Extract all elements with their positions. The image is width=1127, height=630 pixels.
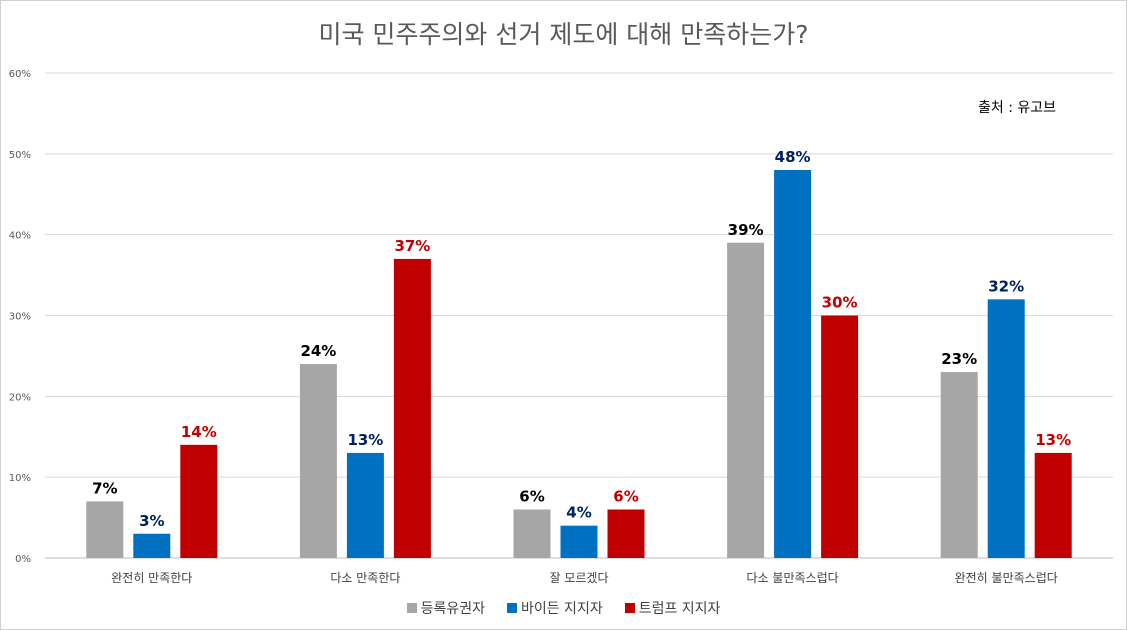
bar: [86, 501, 124, 558]
legend-item: 바이든 지지자: [506, 598, 603, 618]
x-tick-label: 다소 만족한다: [330, 571, 400, 585]
x-tick-label: 잘 모르겠다: [549, 571, 608, 585]
data-label: 24%: [300, 342, 336, 360]
bar: [560, 525, 598, 558]
legend-label: 트럼프 지지자: [638, 601, 721, 617]
data-label: 6%: [613, 488, 638, 506]
data-label: 13%: [1035, 431, 1071, 449]
legend-swatch: [506, 603, 517, 613]
data-label: 30%: [822, 294, 858, 312]
data-label: 37%: [394, 237, 430, 255]
y-tick-label: 10%: [9, 473, 31, 484]
data-label: 39%: [728, 221, 764, 239]
legend-swatch: [624, 603, 635, 613]
y-tick-label: 0%: [15, 554, 31, 565]
bar: [940, 372, 978, 558]
bar: [346, 452, 384, 558]
y-tick-label: 40%: [9, 231, 31, 242]
source-note: 출처 : 유고브: [978, 100, 1057, 116]
bar: [821, 315, 859, 558]
y-tick-label: 60%: [9, 69, 31, 80]
bar: [299, 364, 337, 558]
bar: [987, 299, 1025, 558]
x-tick-label: 완전히 만족한다: [111, 571, 192, 585]
data-label: 14%: [181, 423, 217, 441]
bar: [607, 509, 645, 558]
x-tick-label: 완전히 불만족스럽다: [955, 571, 1058, 585]
data-label: 4%: [566, 504, 591, 522]
x-tick-label: 다소 불만족스럽다: [747, 571, 839, 585]
y-tick-label: 30%: [9, 312, 31, 323]
plot-area: 7% 3% 14% 24% 13% 37% 6% 4% 6% 39% 48% 30% 23% 32% 13%…: [9, 69, 1113, 585]
bar: [393, 258, 431, 558]
legend-item: 등록유권자: [406, 598, 485, 618]
data-label: 7%: [92, 479, 117, 497]
y-tick-label: 20%: [9, 392, 31, 403]
bar: [774, 170, 812, 558]
data-label: 13%: [347, 431, 383, 449]
legend-label: 바이든 지지자: [520, 601, 603, 617]
bar: [1034, 452, 1072, 558]
data-label: 23%: [941, 350, 977, 368]
data-label: 48%: [775, 148, 811, 166]
chart-title: 미국 민주주의와 선거 제도에 대해 만족하는가?: [318, 20, 809, 49]
legend-label: 등록유권자: [420, 601, 485, 617]
data-label: 6%: [519, 488, 544, 506]
legend-swatch: [406, 603, 417, 613]
bar: [133, 533, 171, 558]
legend: 등록유권자 바이든 지지자 트럼프 지지자: [1, 598, 1126, 618]
bar: [180, 444, 218, 558]
bar: [727, 242, 765, 558]
data-label: 32%: [988, 277, 1024, 295]
y-tick-label: 50%: [9, 150, 31, 161]
data-label: 3%: [139, 512, 164, 530]
legend-item: 트럼프 지지자: [624, 598, 721, 618]
bar: [513, 509, 551, 558]
